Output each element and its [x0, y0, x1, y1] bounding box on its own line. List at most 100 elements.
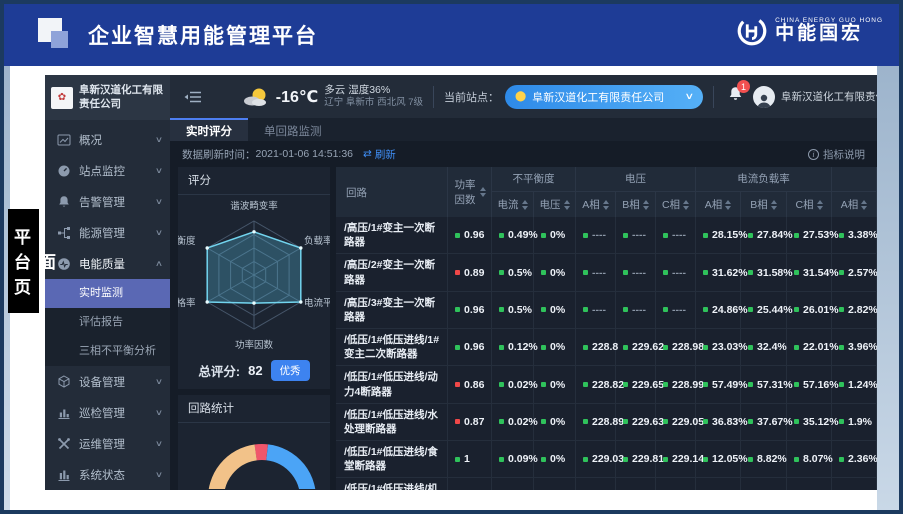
- company-brand: CHINA ENERGY GUO HONG 中能国宏: [735, 14, 883, 48]
- status-green-icon: [748, 232, 753, 238]
- cell-value: 1.9%: [832, 403, 877, 441]
- top-banner: 企业智慧用能管理平台 CHINA ENERGY GUO HONG 中能国宏: [4, 4, 899, 66]
- col-subheader[interactable]: A相: [576, 192, 616, 217]
- tab-1[interactable]: 单回路监测: [264, 125, 322, 138]
- notifications-button[interactable]: 1: [728, 80, 750, 107]
- app-window: ✿ 阜新汉道化工有限责任公司 概况 ∨ 站点监控 ∨ 告警管理 ∨ 能源管理 ∨ 电能质量 ∧ 实时…: [45, 75, 877, 490]
- sidebar-item-3[interactable]: 能源管理 ∨: [45, 217, 170, 248]
- cell-value: 0.96: [448, 291, 492, 329]
- station-monitor-icon: [57, 164, 71, 178]
- status-green-icon: [541, 419, 546, 425]
- radar-axis-label: 合格率: [178, 298, 196, 309]
- status-green-icon: [583, 270, 588, 276]
- col-subheader[interactable]: 电流: [492, 192, 534, 217]
- score-panel-title: 评分: [178, 167, 330, 195]
- chevron-up-icon: ∧: [154, 259, 164, 268]
- table-row-1[interactable]: /高压/2#变主一次断路器 0.89 0.5% 0% ---- ---- ---- 31.62…: [336, 254, 877, 292]
- sidebar-item-2[interactable]: 告警管理 ∨: [45, 186, 170, 217]
- circuit-name: /低压/1#低压进线/机修断路器: [336, 478, 448, 490]
- sidebar-company: ✿ 阜新汉道化工有限责任公司: [45, 75, 170, 120]
- sidebar-collapse-icon[interactable]: [184, 90, 202, 104]
- cell-value: 28.15%: [696, 217, 748, 254]
- status-green-icon: [663, 456, 668, 462]
- sidebar-item-label: 系统状态: [79, 469, 125, 482]
- cell-value: 27.53%: [787, 217, 839, 254]
- user-menu[interactable]: 阜新汉道化工有限责任公司: [753, 85, 877, 108]
- cell-value: 0.96: [448, 329, 492, 366]
- bottom-gap: [45, 490, 877, 510]
- overview-icon: [57, 133, 71, 147]
- score-panel: 评分 谐波畸变率 负载率 电流平衡 功率因数 合格率 平衡度: [178, 167, 330, 389]
- cell-value: 12.05%: [696, 441, 748, 478]
- avatar: [753, 85, 775, 108]
- sidebar-subitem[interactable]: 三相不平衡分析: [79, 345, 156, 357]
- circuit-name: /高压/1#变主一次断路器: [336, 217, 448, 254]
- cell-value: ----: [576, 217, 616, 254]
- status-green-icon: [748, 344, 753, 350]
- table-row-6[interactable]: /低压/1#低压进线/食堂断路器 1 0.09% 0% 229.03 229.81 229.…: [336, 441, 877, 479]
- status-green-icon: [663, 344, 668, 350]
- refresh-time-value: 2021-01-06 14:51:36: [255, 148, 354, 160]
- refresh-button[interactable]: ⇄ 刷新: [363, 148, 396, 161]
- cell-value: 23.03%: [696, 329, 748, 366]
- col-subheader[interactable]: C相: [787, 192, 832, 217]
- col-subheader[interactable]: C相: [656, 192, 696, 217]
- col-subheader[interactable]: A相: [696, 192, 741, 217]
- station-select[interactable]: ⬤ 阜新汉道化工有限责任公司 ∨: [505, 84, 703, 109]
- cell-value: 0%: [534, 441, 576, 478]
- brand-circle-icon: [737, 16, 767, 46]
- cell-value: 229.65: [616, 366, 664, 403]
- sidebar-item-0[interactable]: 概况 ∨: [45, 124, 170, 155]
- sidebar-item-7[interactable]: 运维管理 ∨: [45, 428, 170, 459]
- col-group-label: 电压: [576, 167, 696, 192]
- col-subheader[interactable]: B相: [741, 192, 787, 217]
- cell-value: 22.01%: [787, 329, 839, 366]
- status-green-icon: [583, 382, 588, 388]
- table-row-7[interactable]: /低压/1#低压进线/机修断路器0.530.21%0%228.75229.822…: [336, 478, 877, 490]
- cell-value: 57.49%: [696, 366, 748, 403]
- notification-badge: 1: [737, 80, 750, 93]
- table-row-3[interactable]: /低压/1#低压进线/1#变主二次断路器 0.96 0.12% 0% 228.8 229.…: [336, 329, 877, 367]
- col-header-pf[interactable]: 功率因数: [448, 167, 492, 217]
- sidebar-item-5[interactable]: 设备管理 ∨: [45, 366, 170, 397]
- sidebar-item-label: 电能质量: [79, 258, 125, 271]
- table-row-0[interactable]: /高压/1#变主一次断路器 0.96 0.49% 0% ---- ---- ---- 28.1…: [336, 217, 877, 255]
- table-row-4[interactable]: /低压/1#低压进线/动力4断路器 0.86 0.02% 0% 228.82 229.65…: [336, 366, 877, 404]
- col-subheader[interactable]: A相: [832, 192, 877, 217]
- status-green-icon: [794, 456, 799, 462]
- sidebar-item-1[interactable]: 站点监控 ∨: [45, 155, 170, 186]
- cell-value: 228.82: [576, 366, 624, 403]
- cell-value: ----: [616, 291, 656, 329]
- col-group-label: 电流负载率: [696, 167, 832, 192]
- status-green-icon: [839, 307, 844, 313]
- cell-value: 0%: [534, 403, 576, 441]
- sidebar-item-4[interactable]: 电能质量 ∧: [45, 248, 170, 279]
- sidebar-item-8[interactable]: 系统状态 ∨: [45, 459, 170, 490]
- status-red-icon: [455, 382, 460, 388]
- col-subheader[interactable]: 电压: [534, 192, 576, 217]
- total-score-label: 总评分:: [198, 364, 241, 379]
- col-subheader[interactable]: B相: [616, 192, 656, 217]
- sidebar-subitem[interactable]: 实时监测: [45, 279, 170, 308]
- cell-value: 35.12%: [787, 403, 839, 441]
- total-score-value: 82: [248, 362, 263, 378]
- company-logo-icon: ✿: [51, 86, 73, 109]
- chevron-down-icon: ∨: [154, 197, 164, 206]
- status-green-icon: [499, 456, 504, 462]
- location-pin-icon: ⬤: [515, 91, 527, 102]
- table-row-5[interactable]: /低压/1#低压进线/水处理断路器 0.87 0.02% 0% 228.89 229.63…: [336, 403, 877, 442]
- cell-value: 0%: [534, 254, 576, 291]
- status-green-icon: [623, 344, 628, 350]
- tab-0[interactable]: 实时评分: [170, 118, 248, 141]
- indicator-help-link[interactable]: i 指标说明: [808, 147, 865, 162]
- cell-value: 0.49%: [492, 217, 538, 254]
- sidebar-subitem[interactable]: 评估报告: [79, 316, 123, 328]
- status-green-icon: [499, 307, 504, 313]
- table-row-2[interactable]: /高压/3#变主一次断路器 0.96 0.5% 0% ---- ---- ---- 24.86…: [336, 291, 877, 330]
- sidebar-item-6[interactable]: 巡检管理 ∨: [45, 397, 170, 428]
- company-name: 阜新汉道化工有限责任公司: [79, 84, 163, 110]
- sun-cloud-icon: [243, 88, 266, 106]
- user-name: 阜新汉道化工有限责任公司: [781, 91, 877, 103]
- cell-value: 228.8: [576, 329, 618, 366]
- sidebar-item-label: 设备管理: [79, 376, 125, 389]
